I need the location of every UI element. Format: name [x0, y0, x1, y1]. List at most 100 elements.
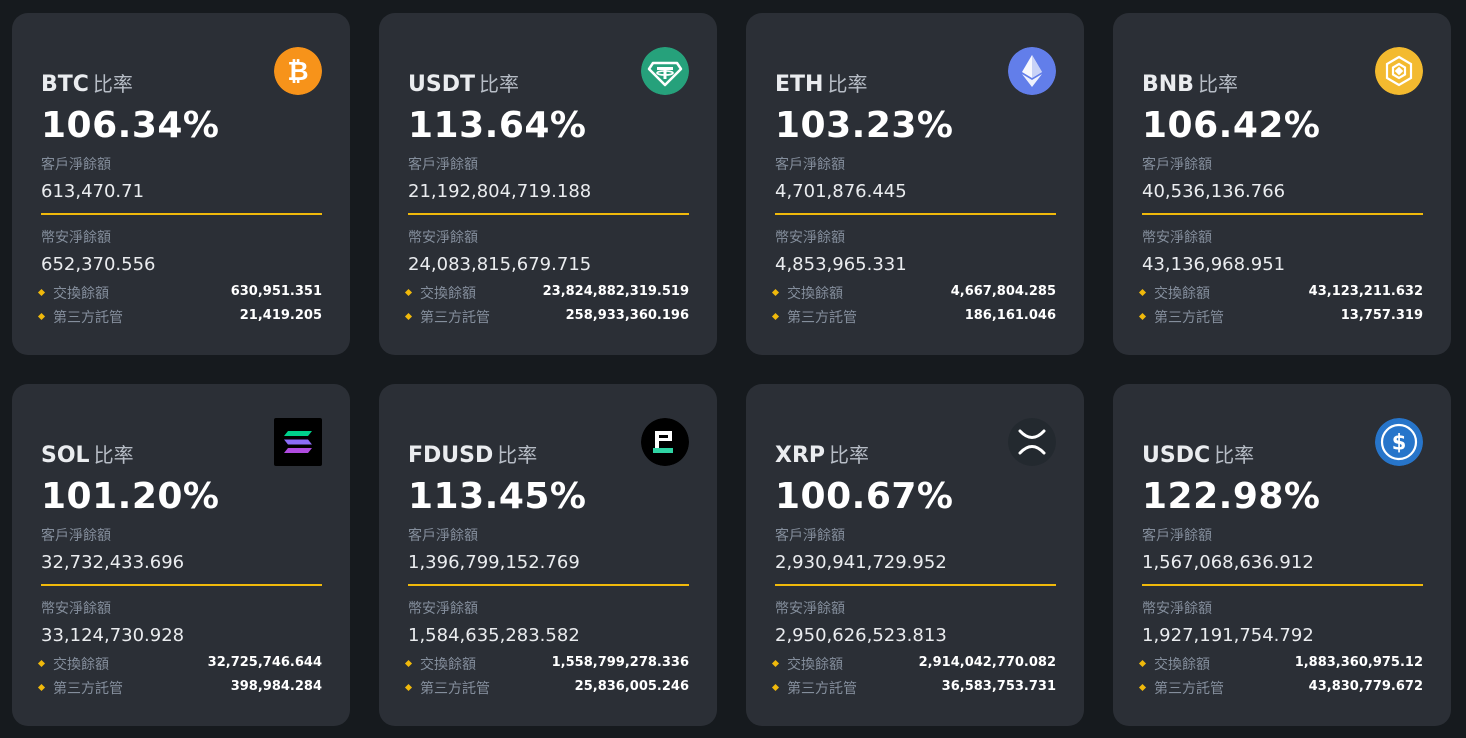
coin-symbol: USDC	[1142, 443, 1211, 468]
ratio-suffix: 比率	[93, 443, 134, 467]
tether-icon	[641, 47, 689, 95]
bullet-icon	[1138, 683, 1147, 692]
bullet-icon	[37, 312, 46, 321]
divider	[408, 584, 689, 586]
exchange-balance-value: 1,883,360,975.12	[1294, 655, 1423, 670]
customer-net-balance-label: 客戶淨餘額	[1142, 157, 1212, 173]
binance-net-balance-label: 幣安淨餘額	[408, 230, 478, 246]
divider	[775, 584, 1056, 586]
asset-card-btc: BTC 比率 ₿ 106.34% 客戶淨餘額 613,470.71 幣安淨餘額 6…	[12, 13, 350, 355]
xrp-icon	[1008, 418, 1056, 466]
customer-net-balance-value: 4,701,876.445	[775, 181, 907, 202]
bullet-icon	[771, 312, 780, 321]
customer-net-balance-label: 客戶淨餘額	[775, 157, 845, 173]
card-title: XRP 比率	[775, 439, 869, 468]
exchange-balance-value: 1,558,799,278.336	[551, 655, 689, 670]
customer-net-balance-value: 21,192,804,719.188	[408, 181, 592, 202]
customer-net-balance-value: 32,732,433.696	[41, 552, 185, 573]
third-party-custody-row: 第三方託管 13,757.319	[1138, 307, 1423, 327]
ratio-suffix: 比率	[1197, 72, 1238, 96]
binance-net-balance-value: 1,927,191,754.792	[1142, 625, 1314, 646]
third-party-custody-label: 第三方託管	[1154, 681, 1224, 697]
coin-symbol: XRP	[775, 443, 826, 468]
coin-symbol: BNB	[1142, 72, 1194, 97]
coin-symbol: USDT	[408, 72, 475, 97]
card-title: BNB 比率	[1142, 68, 1238, 97]
binance-net-balance-label: 幣安淨餘額	[775, 230, 845, 246]
third-party-custody-value: 25,836,005.246	[574, 679, 689, 694]
customer-net-balance-label: 客戶淨餘額	[408, 157, 478, 173]
reserve-ratio: 101.20%	[41, 476, 220, 517]
third-party-custody-value: 21,419.205	[239, 308, 322, 323]
third-party-custody-label: 第三方託管	[420, 310, 490, 326]
exchange-balance-label: 交換餘額	[420, 657, 476, 673]
binance-net-balance-value: 33,124,730.928	[41, 625, 185, 646]
divider	[41, 584, 322, 586]
exchange-balance-label: 交換餘額	[1154, 657, 1210, 673]
exchange-balance-label: 交換餘額	[787, 286, 843, 302]
exchange-balance-label: 交換餘額	[1154, 286, 1210, 302]
third-party-custody-row: 第三方託管 21,419.205	[37, 307, 322, 327]
ratio-suffix: 比率	[1214, 443, 1255, 467]
fdusd-icon	[641, 418, 689, 466]
third-party-custody-label: 第三方託管	[1154, 310, 1224, 326]
ratio-suffix: 比率	[827, 72, 868, 96]
asset-card-usdc: USDC 比率 $ 122.98% 客戶淨餘額 1,567,068,636.912…	[1113, 384, 1451, 726]
third-party-custody-label: 第三方託管	[787, 681, 857, 697]
reserve-ratio: 113.64%	[408, 105, 587, 146]
card-title: USDT 比率	[408, 68, 519, 97]
third-party-custody-value: 258,933,360.196	[565, 308, 689, 323]
exchange-balance-label: 交換餘額	[53, 657, 109, 673]
customer-net-balance-value: 1,396,799,152.769	[408, 552, 580, 573]
exchange-balance-row: 交換餘額 1,558,799,278.336	[404, 654, 689, 674]
exchange-balance-row: 交換餘額 4,667,804.285	[771, 283, 1056, 303]
third-party-custody-row: 第三方託管 36,583,753.731	[771, 678, 1056, 698]
third-party-custody-value: 36,583,753.731	[941, 679, 1056, 694]
exchange-balance-row: 交換餘額 2,914,042,770.082	[771, 654, 1056, 674]
binance-net-balance-label: 幣安淨餘額	[1142, 230, 1212, 246]
exchange-balance-row: 交換餘額 32,725,746.644	[37, 654, 322, 674]
bullet-icon	[37, 288, 46, 297]
bullet-icon	[771, 659, 780, 668]
bullet-icon	[771, 288, 780, 297]
bullet-icon	[1138, 312, 1147, 321]
binance-net-balance-label: 幣安淨餘額	[41, 230, 111, 246]
exchange-balance-label: 交換餘額	[787, 657, 843, 673]
exchange-balance-value: 23,824,882,319.519	[542, 284, 689, 299]
bnb-icon	[1375, 47, 1423, 95]
divider	[41, 213, 322, 215]
third-party-custody-value: 13,757.319	[1340, 308, 1423, 323]
divider	[1142, 584, 1423, 586]
ratio-suffix: 比率	[497, 443, 538, 467]
binance-net-balance-label: 幣安淨餘額	[41, 601, 111, 617]
binance-net-balance-value: 4,853,965.331	[775, 254, 907, 275]
card-title: SOL 比率	[41, 439, 134, 468]
third-party-custody-value: 186,161.046	[964, 308, 1056, 323]
card-title: USDC 比率	[1142, 439, 1254, 468]
bullet-icon	[1138, 659, 1147, 668]
binance-net-balance-value: 2,950,626,523.813	[775, 625, 947, 646]
exchange-balance-row: 交換餘額 23,824,882,319.519	[404, 283, 689, 303]
exchange-balance-row: 交換餘額 630,951.351	[37, 283, 322, 303]
bullet-icon	[404, 288, 413, 297]
asset-card-bnb: BNB 比率 106.42% 客戶淨餘額 40,536,136.766 幣安淨餘額…	[1113, 13, 1451, 355]
divider	[408, 213, 689, 215]
binance-net-balance-value: 652,370.556	[41, 254, 156, 275]
exchange-balance-row: 交換餘額 43,123,211.632	[1138, 283, 1423, 303]
reserve-ratio: 103.23%	[775, 105, 954, 146]
bullet-icon	[404, 312, 413, 321]
customer-net-balance-label: 客戶淨餘額	[1142, 528, 1212, 544]
exchange-balance-value: 630,951.351	[230, 284, 322, 299]
bitcoin-icon: ₿	[274, 47, 322, 95]
ratio-suffix: 比率	[478, 72, 519, 96]
third-party-custody-label: 第三方託管	[53, 310, 123, 326]
customer-net-balance-value: 2,930,941,729.952	[775, 552, 947, 573]
exchange-balance-row: 交換餘額 1,883,360,975.12	[1138, 654, 1423, 674]
customer-net-balance-label: 客戶淨餘額	[41, 528, 111, 544]
third-party-custody-label: 第三方託管	[420, 681, 490, 697]
divider	[775, 213, 1056, 215]
binance-net-balance-value: 43,136,968.951	[1142, 254, 1286, 275]
binance-net-balance-label: 幣安淨餘額	[1142, 601, 1212, 617]
binance-net-balance-label: 幣安淨餘額	[408, 601, 478, 617]
third-party-custody-label: 第三方託管	[53, 681, 123, 697]
